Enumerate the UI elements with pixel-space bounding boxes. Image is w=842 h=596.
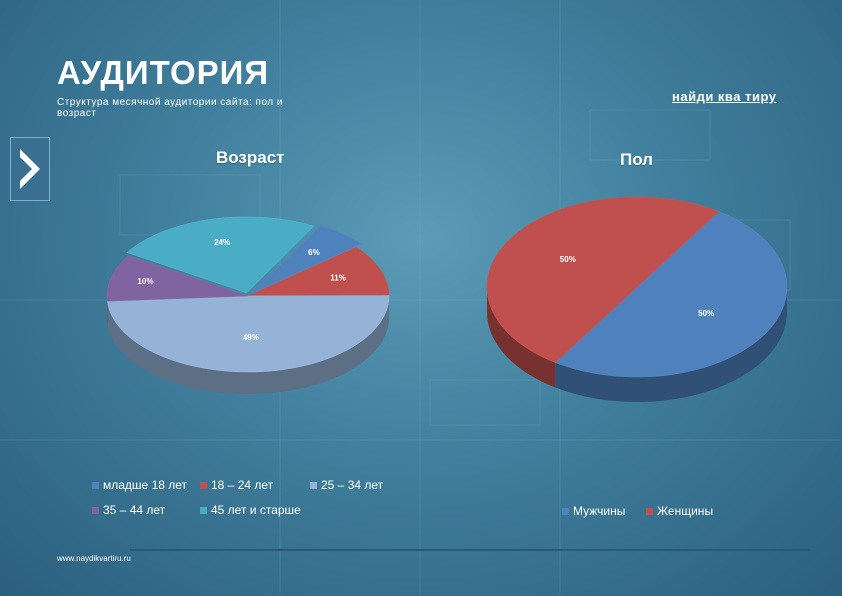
legend-swatch — [310, 481, 317, 489]
pie-data-label: 49% — [243, 333, 259, 342]
pie-slice-side — [487, 287, 556, 388]
footer-divider — [130, 549, 810, 551]
pie-data-label: 10% — [137, 277, 153, 286]
legend-label: Женщины — [657, 504, 714, 518]
legend-label: 35 – 44 лет — [103, 503, 166, 517]
legend-swatch — [92, 506, 99, 514]
legend-swatch — [562, 507, 569, 515]
legend-item-women: Женщины — [646, 504, 713, 518]
pie-slice — [247, 246, 390, 297]
pie-data-label: 50% — [698, 309, 714, 318]
pie-slice — [106, 295, 390, 373]
pie-slice-side — [555, 287, 787, 402]
legend-item-18-24: 18 – 24 лет — [200, 478, 273, 492]
pie-data-label: 6% — [308, 248, 320, 257]
sex-chart-title: Пол — [620, 150, 653, 169]
legend-swatch — [92, 481, 99, 489]
legend-item-men: Мужчины — [562, 504, 625, 518]
pie-slice — [252, 225, 362, 293]
legend-swatch — [646, 507, 653, 515]
pie-data-label: 50% — [560, 255, 576, 264]
page-title: АУДИТОРИЯ — [57, 54, 270, 91]
pie-slice-side — [107, 296, 390, 394]
pie-slice — [486, 196, 720, 363]
legend-label: Мужчины — [573, 504, 626, 518]
legend-label: 25 – 34 лет — [321, 478, 384, 492]
legend-item-45-plus: 45 лет и старше — [200, 503, 301, 517]
next-slide-button[interactable] — [10, 137, 50, 201]
legend-item-under-18: младше 18 лет — [92, 478, 187, 492]
pie-data-label: 24% — [214, 238, 230, 247]
chevron-right-icon — [20, 149, 40, 189]
footer-url: www.naydikvartiru.ru — [57, 554, 131, 563]
legend-label: 45 лет и старше — [211, 503, 301, 517]
pie-slice — [106, 255, 249, 302]
brand-link[interactable]: найди ква тиру — [672, 89, 777, 104]
legend-label: младше 18 лет — [103, 478, 188, 492]
legend-swatch — [200, 481, 207, 489]
page-subtitle: Структура месячной аудитории сайта: пол … — [57, 97, 283, 119]
pie-slice — [554, 211, 788, 378]
pie-data-label: 11% — [330, 273, 346, 282]
age-chart-title: Возраст — [216, 148, 285, 167]
legend-item-35-44: 35 – 44 лет — [92, 503, 165, 517]
legend-swatch — [200, 506, 207, 514]
legend-item-25-34: 25 – 34 лет — [310, 478, 383, 492]
legend-label: 18 – 24 лет — [211, 478, 274, 492]
pie-slice — [126, 216, 315, 294]
